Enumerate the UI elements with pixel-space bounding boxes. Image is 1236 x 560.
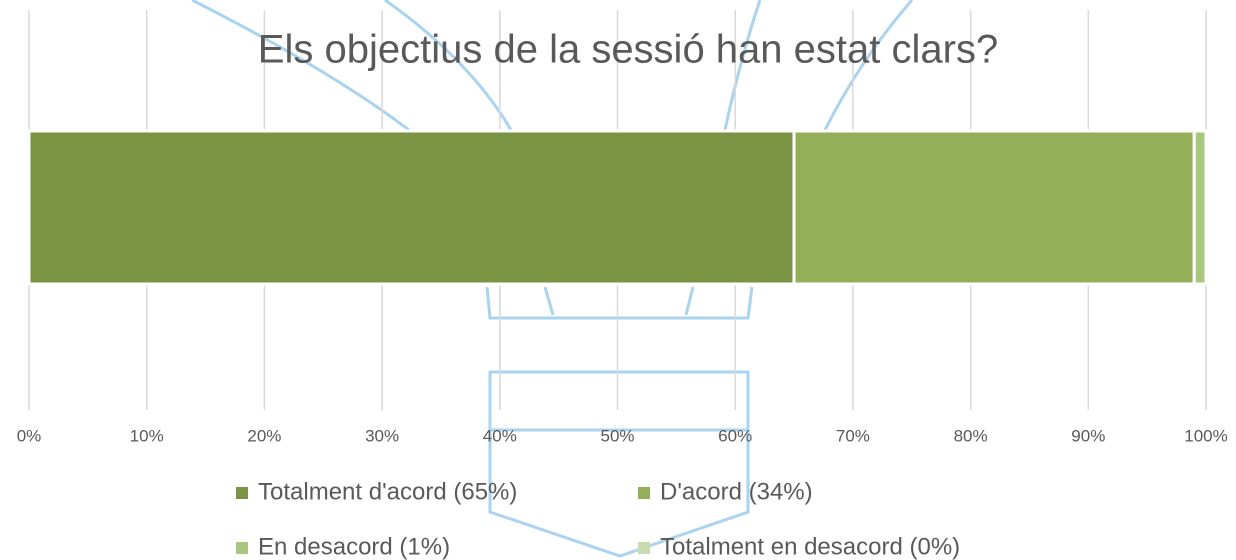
legend-swatch bbox=[236, 487, 248, 499]
x-tick-label: 20% bbox=[247, 426, 281, 445]
legend-swatch bbox=[236, 542, 248, 554]
x-tick-label: 50% bbox=[600, 426, 634, 445]
x-tick-label: 40% bbox=[483, 426, 517, 445]
legend-swatch bbox=[638, 542, 650, 554]
x-tick-label: 90% bbox=[1071, 426, 1105, 445]
x-tick-label: 100% bbox=[1184, 426, 1227, 445]
legend-label: Totalment en desacord (0%) bbox=[660, 533, 960, 560]
x-tick-label: 10% bbox=[130, 426, 164, 445]
x-tick-label: 30% bbox=[365, 426, 399, 445]
x-tick-label: 0% bbox=[17, 426, 42, 445]
chart-title: Els objectius de la sessió han estat cla… bbox=[258, 28, 998, 72]
bar-segment bbox=[1192, 129, 1208, 286]
x-tick-label: 60% bbox=[718, 426, 752, 445]
legend-label: Totalment d'acord (65%) bbox=[258, 478, 517, 505]
x-tick-label: 80% bbox=[954, 426, 988, 445]
legend-label: En desacord (1%) bbox=[258, 533, 450, 560]
legend-swatch bbox=[638, 487, 650, 499]
bar-segment bbox=[27, 129, 796, 286]
x-tick-label: 70% bbox=[836, 426, 870, 445]
legend-label: D'acord (34%) bbox=[660, 478, 813, 505]
lightbulb-decoration bbox=[191, 0, 914, 558]
bar-segment bbox=[792, 129, 1196, 286]
